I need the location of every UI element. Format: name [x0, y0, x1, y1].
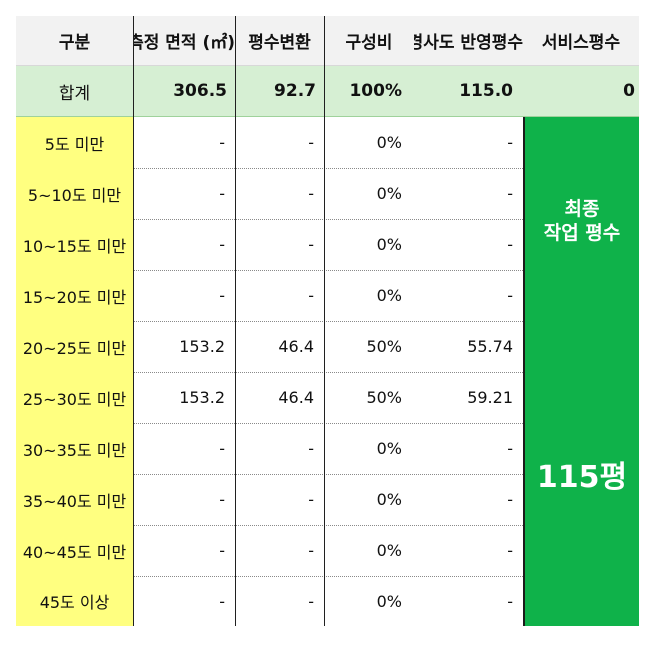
row-divider [133, 576, 523, 578]
row-slope[interactable]: 59.21 [414, 372, 523, 423]
row-slope[interactable]: 55.74 [414, 321, 523, 372]
row-slope[interactable]: - [414, 219, 523, 270]
row-ratio[interactable]: 0% [324, 219, 414, 270]
column-divider [133, 16, 134, 626]
final-box-caption: 최종 작업 평수 [525, 197, 639, 245]
row-label[interactable]: 35~40도 미만 [16, 474, 133, 525]
row-label[interactable]: 20~25도 미만 [16, 321, 133, 372]
row-pyeong[interactable]: - [235, 423, 324, 474]
row-pyeong[interactable]: - [235, 168, 324, 219]
header-category[interactable]: 구분 [16, 16, 133, 66]
total-ratio[interactable]: 100% [324, 66, 414, 117]
row-ratio[interactable]: 0% [324, 423, 414, 474]
row-divider [133, 321, 523, 323]
row-area[interactable]: - [133, 117, 235, 168]
row-area[interactable]: - [133, 270, 235, 321]
row-ratio[interactable]: 0% [324, 576, 414, 626]
row-area[interactable]: - [133, 219, 235, 270]
row-divider [133, 423, 523, 425]
row-divider [133, 168, 523, 170]
row-label[interactable]: 5~10도 미만 [16, 168, 133, 219]
row-area[interactable]: - [133, 168, 235, 219]
row-pyeong[interactable]: 46.4 [235, 321, 324, 372]
column-divider [324, 16, 325, 626]
row-pyeong[interactable]: - [235, 117, 324, 168]
row-area[interactable]: - [133, 576, 235, 626]
total-area[interactable]: 306.5 [133, 66, 235, 117]
row-divider [133, 474, 523, 476]
row-label[interactable]: 45도 이상 [16, 576, 133, 626]
row-label[interactable]: 25~30도 미만 [16, 372, 133, 423]
row-area[interactable]: 153.2 [133, 321, 235, 372]
row-area[interactable]: - [133, 474, 235, 525]
row-ratio[interactable]: 0% [324, 117, 414, 168]
row-ratio[interactable]: 50% [324, 372, 414, 423]
row-slope[interactable]: - [414, 423, 523, 474]
row-divider [133, 525, 523, 527]
row-slope[interactable]: - [414, 270, 523, 321]
total-pyeong[interactable]: 92.7 [235, 66, 324, 117]
final-box-line2: 작업 평수 [543, 222, 621, 244]
row-pyeong[interactable]: 46.4 [235, 372, 324, 423]
row-ratio[interactable]: 0% [324, 270, 414, 321]
row-divider [133, 372, 523, 374]
row-label[interactable]: 5도 미만 [16, 117, 133, 168]
row-ratio[interactable]: 0% [324, 525, 414, 576]
column-divider [235, 16, 236, 626]
row-label[interactable]: 10~15도 미만 [16, 219, 133, 270]
total-service-pyeong[interactable]: 0 [523, 66, 639, 117]
row-label[interactable]: 40~45도 미만 [16, 525, 133, 576]
header-pyeong-conversion[interactable]: 평수변환 [235, 16, 324, 66]
header-measured-area[interactable]: 측정 면적 (㎡) [133, 16, 235, 66]
row-slope[interactable]: - [414, 576, 523, 626]
final-box-line1: 최종 [564, 198, 600, 220]
header-slope-adjusted-pyeong[interactable]: 경사도 반영평수 [414, 16, 523, 66]
total-label[interactable]: 합계 [16, 66, 133, 117]
row-area[interactable]: - [133, 525, 235, 576]
spreadsheet: 구분 측정 면적 (㎡) 평수변환 구성비 경사도 반영평수 서비스평수 합계 … [16, 16, 639, 626]
row-label[interactable]: 30~35도 미만 [16, 423, 133, 474]
row-ratio[interactable]: 0% [324, 474, 414, 525]
row-slope[interactable]: - [414, 168, 523, 219]
row-divider [133, 270, 523, 272]
row-slope[interactable]: - [414, 117, 523, 168]
row-divider [133, 219, 523, 221]
row-pyeong[interactable]: - [235, 525, 324, 576]
row-pyeong[interactable]: - [235, 474, 324, 525]
header-service-pyeong[interactable]: 서비스평수 [523, 16, 639, 66]
row-ratio[interactable]: 50% [324, 321, 414, 372]
final-box-value: 115평 [536, 460, 628, 495]
row-slope[interactable]: - [414, 474, 523, 525]
row-pyeong[interactable]: - [235, 576, 324, 626]
row-pyeong[interactable]: - [235, 270, 324, 321]
row-slope[interactable]: - [414, 525, 523, 576]
final-work-pyeong-box[interactable]: 최종 작업 평수 115평 [523, 117, 639, 626]
row-area[interactable]: - [133, 423, 235, 474]
header-composition-ratio[interactable]: 구성비 [324, 16, 414, 66]
row-pyeong[interactable]: - [235, 219, 324, 270]
total-slope-pyeong[interactable]: 115.0 [414, 66, 523, 117]
row-ratio[interactable]: 0% [324, 168, 414, 219]
row-label[interactable]: 15~20도 미만 [16, 270, 133, 321]
row-area[interactable]: 153.2 [133, 372, 235, 423]
